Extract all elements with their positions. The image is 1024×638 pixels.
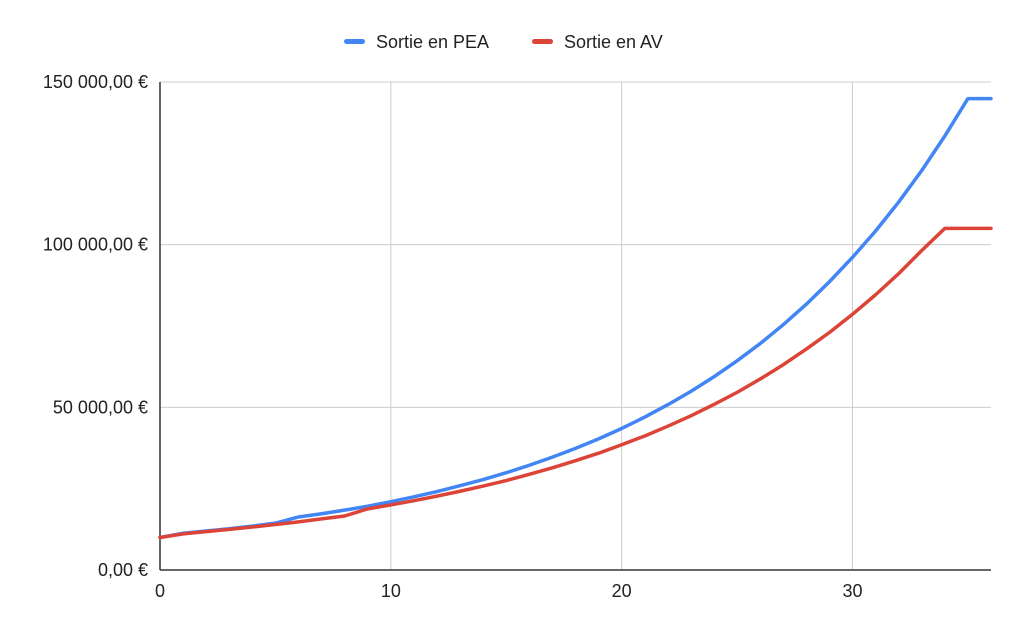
tick-labels: 0,00 € 50 000,00 € 100 000,00 € 150 000,00 … (43, 72, 863, 601)
legend-label: Sortie en AV (564, 32, 663, 52)
y-tick-label: 100 000,00 € (43, 235, 148, 255)
x-tick-label: 10 (381, 581, 401, 601)
y-tick-label: 0,00 € (98, 560, 148, 580)
axes (159, 82, 991, 571)
legend-item-0: Sortie en PEA (344, 32, 489, 52)
legend-item-1: Sortie en AV (532, 32, 663, 52)
legend-swatch (344, 39, 365, 44)
series-line-1 (158, 226, 993, 540)
y-tick-label: 150 000,00 € (43, 72, 148, 92)
legend-label: Sortie en PEA (376, 32, 489, 52)
y-tick-label: 50 000,00 € (53, 397, 148, 417)
legend-swatch (532, 39, 553, 44)
series-lines (158, 96, 993, 540)
grid-lines (160, 81, 991, 570)
x-tick-label: 30 (842, 581, 862, 601)
series-line-0 (158, 96, 993, 540)
x-tick-label: 20 (612, 581, 632, 601)
legend: Sortie en PEA Sortie en AV (344, 32, 663, 52)
x-tick-label: 0 (155, 581, 165, 601)
